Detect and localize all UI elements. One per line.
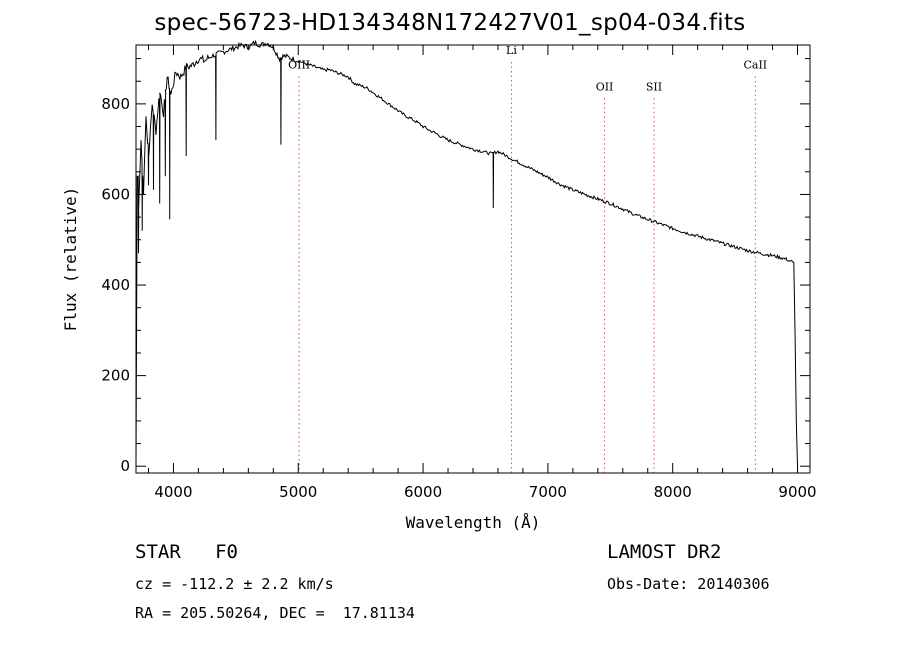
line-label-li: Li [506, 44, 517, 57]
spectrum-line [135, 39, 798, 467]
x-tick-label-7000: 7000 [529, 483, 567, 501]
line-label-caii: CaII [743, 59, 767, 72]
obs-date-label: Obs-Date: 20140306 [607, 575, 770, 593]
redshift-label: cz = -112.2 ± 2.2 km/s [135, 575, 334, 593]
y-tick-label-600: 600 [101, 185, 130, 203]
x-tick-label-9000: 9000 [778, 483, 816, 501]
y-tick-label-0: 0 [120, 457, 130, 475]
survey-label: LAMOST DR2 [607, 541, 722, 563]
x-tick-label-8000: 8000 [654, 483, 692, 501]
line-label-sii: SII [646, 80, 662, 93]
object-subclass: F0 [215, 541, 238, 563]
y-tick-label-400: 400 [101, 276, 130, 294]
x-tick-label-5000: 5000 [279, 483, 317, 501]
x-tick-label-4000: 4000 [154, 483, 192, 501]
object-class: STAR [135, 541, 181, 563]
object-class-line: STAR F0 [135, 541, 238, 563]
chart-title: spec-56723-HD134348N172427V01_sp04-034.f… [154, 10, 746, 36]
line-label-oiii: OIII [288, 59, 310, 72]
y-tick-label-200: 200 [101, 367, 130, 385]
y-axis-title: Flux (relative) [61, 187, 80, 332]
x-axis-title: Wavelength (Å) [406, 513, 541, 532]
y-tick-label-800: 800 [101, 95, 130, 113]
coordinates-label: RA = 205.50264, DEC = 17.81134 [135, 604, 415, 622]
x-tick-label-6000: 6000 [404, 483, 442, 501]
line-label-oii: OII [596, 80, 614, 93]
plot-frame [135, 44, 811, 474]
